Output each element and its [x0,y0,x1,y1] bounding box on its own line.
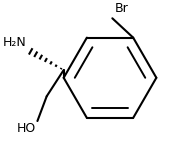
Text: Br: Br [115,2,128,15]
Text: H₂N: H₂N [3,36,27,49]
Text: HO: HO [17,122,36,135]
